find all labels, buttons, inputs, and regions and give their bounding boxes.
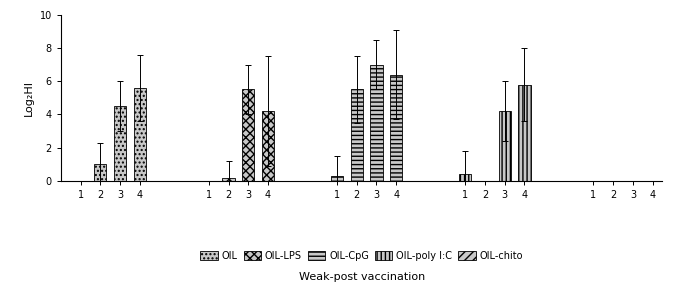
Bar xyxy=(242,89,254,181)
X-axis label: Weak-post vaccination: Weak-post vaccination xyxy=(299,272,425,282)
Bar xyxy=(331,176,343,181)
Bar xyxy=(94,164,106,181)
Bar xyxy=(518,84,531,181)
Bar xyxy=(390,74,402,181)
Bar xyxy=(222,178,235,181)
Y-axis label: Log₂HI: Log₂HI xyxy=(24,80,34,116)
Bar xyxy=(459,174,471,181)
Bar xyxy=(498,111,511,181)
Bar xyxy=(262,111,274,181)
Bar xyxy=(134,88,146,181)
Bar xyxy=(114,106,126,181)
Bar xyxy=(351,89,363,181)
Bar xyxy=(370,65,383,181)
Legend: OIL, OIL-LPS, OIL-CpG, OIL-poly I:C, OIL-chito: OIL, OIL-LPS, OIL-CpG, OIL-poly I:C, OIL… xyxy=(198,249,525,263)
